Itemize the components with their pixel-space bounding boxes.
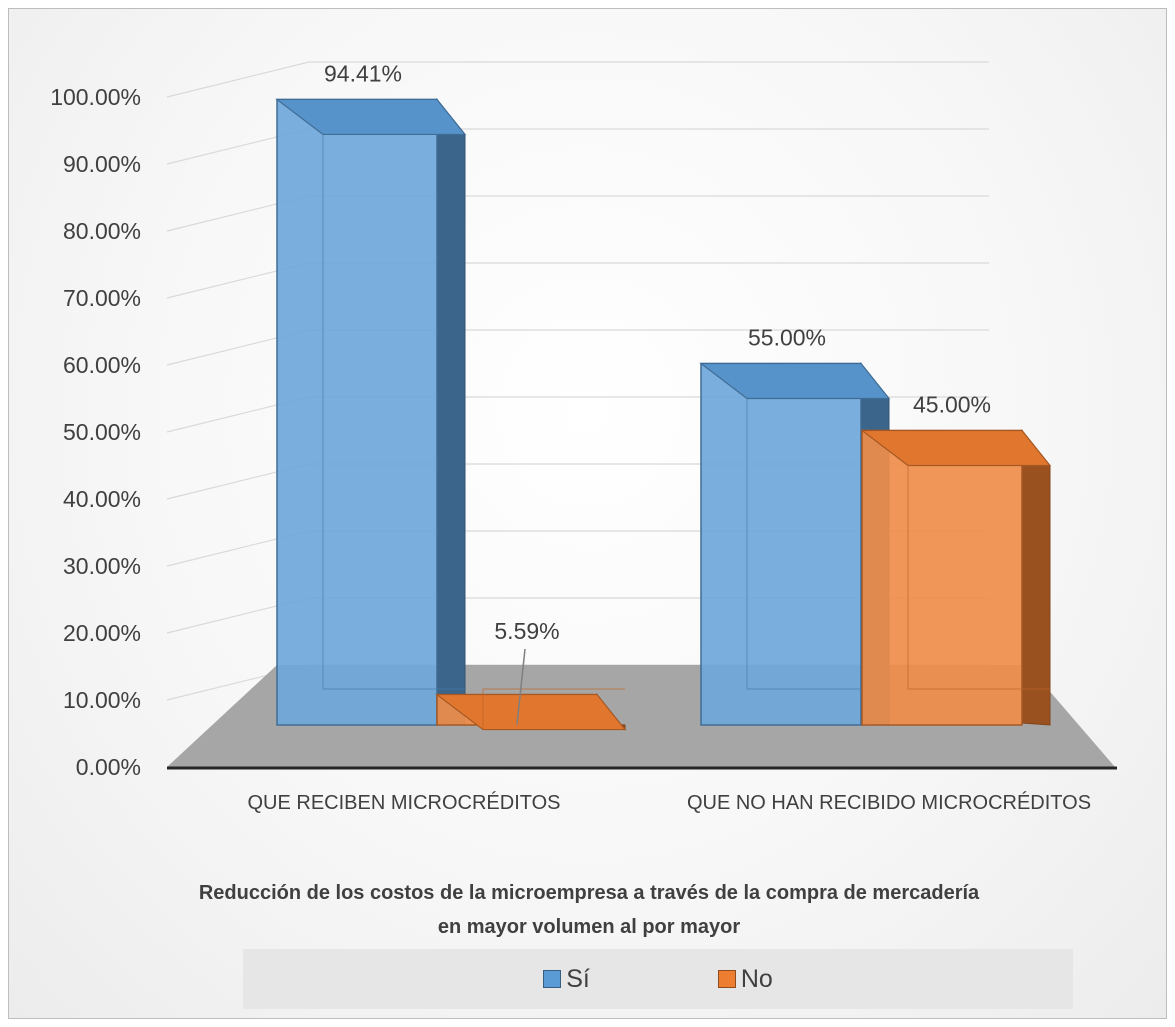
bar-si-0 [275, 98, 467, 726]
y-tick-label: 50.00% [63, 419, 141, 445]
bar-no-1-inner-edge [907, 465, 1050, 690]
y-tick-label: 80.00% [63, 218, 141, 244]
gridline-side [166, 61, 310, 98]
y-tick-label: 90.00% [63, 151, 141, 177]
y-tick-label: 30.00% [63, 553, 141, 579]
legend-item-si[interactable]: Sí [543, 965, 590, 994]
legend: Sí No [243, 949, 1073, 1009]
bar-no-0 [435, 688, 627, 731]
bar-no-1 [860, 429, 1052, 726]
y-tick-label: 20.00% [63, 620, 141, 646]
data-label-no-0: 5.59% [494, 618, 559, 644]
legend-label-si: Sí [566, 964, 590, 993]
bar-si-0-front [276, 98, 438, 726]
bar-si-0-inner-edge [322, 134, 465, 690]
chart-title: Reducción de los costos de la microempre… [198, 882, 980, 938]
bar-no-0-top [435, 693, 627, 731]
legend-label-no: No [740, 964, 773, 993]
bar-si-0-top [275, 98, 467, 136]
data-label-no-1: 45.00% [913, 392, 991, 418]
y-tick-label: 60.00% [63, 352, 141, 378]
legend-item-no[interactable]: No [717, 964, 773, 994]
data-label-si-1: 55.00% [748, 325, 826, 351]
bar-si-1 [699, 362, 891, 726]
bar-si-1-inner-edge [746, 398, 889, 690]
y-tick-label: 100.00% [50, 84, 141, 110]
bar-si-0-side [436, 98, 466, 726]
y-tick-label: 0.00% [76, 754, 141, 780]
category-label-0: QUE RECIBEN MICROCRÉDITOS [248, 791, 561, 814]
bar-si-1-top [699, 362, 891, 400]
legend-swatch-no [717, 970, 736, 988]
data-label-si-0: 94.41% [324, 60, 402, 86]
chart-area: 0.00% 10.00% 20.00% 30.00% 40.00% 50.00% 60.00… [8, 8, 1167, 1019]
bar-no-1-side [1021, 429, 1051, 726]
bar-no-0-inner-edge [482, 688, 625, 730]
bar-no-1-top [860, 429, 1052, 467]
bar-si-1-front [700, 362, 862, 726]
legend-swatch-si [543, 970, 562, 988]
y-tick-label: 10.00% [63, 687, 141, 713]
y-tick-label: 40.00% [63, 486, 141, 512]
category-label-1: QUE NO HAN RECIBIDO MICROCRÉDITOS [687, 791, 1091, 814]
chart-plot: 0.00% 10.00% 20.00% 30.00% 40.00% 50.00% 60.00… [50, 60, 1117, 814]
y-tick-label: 70.00% [63, 285, 141, 311]
leader-line-no-0 [516, 648, 526, 725]
bar-no-1-front [861, 429, 1023, 726]
